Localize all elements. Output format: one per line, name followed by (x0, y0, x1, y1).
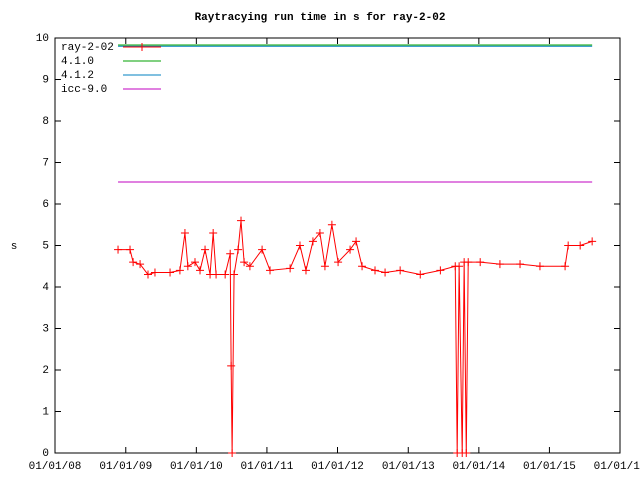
x-tick-label: 01/01/08 (29, 461, 82, 473)
point-marker (150, 268, 159, 277)
y-tick-label: 7 (42, 157, 49, 169)
legend-marker (138, 43, 146, 51)
point-marker (416, 270, 425, 279)
point-marker (295, 241, 304, 250)
chart-title: Raytracying run time in s for ray-2-02 (195, 12, 446, 24)
y-tick-label: 3 (42, 323, 49, 335)
point-marker (462, 449, 471, 457)
x-tick-label: 01/01/10 (170, 461, 223, 473)
y-tick-label: 4 (42, 282, 49, 294)
point-marker (286, 264, 295, 273)
series-line (118, 220, 593, 454)
point-marker (258, 245, 267, 254)
point-marker (455, 262, 464, 271)
point-marker (352, 237, 361, 246)
point-marker (334, 258, 343, 267)
point-marker (201, 245, 210, 254)
point-marker (129, 258, 138, 267)
point-marker (301, 266, 310, 275)
point-marker (237, 216, 246, 225)
point-marker (308, 237, 317, 246)
point-marker (588, 237, 597, 246)
y-tick-label: 0 (42, 448, 49, 460)
point-marker (226, 249, 235, 258)
x-tick-label: 01/01/14 (452, 461, 505, 473)
point-marker (516, 260, 525, 269)
point-marker (175, 266, 184, 275)
y-tick-label: 2 (42, 365, 49, 377)
point-marker (266, 266, 275, 275)
point-marker (381, 268, 390, 277)
point-marker (144, 270, 153, 279)
x-tick-label: 01/01/16 (594, 461, 640, 473)
point-marker (396, 266, 405, 275)
x-tick-label: 01/01/15 (523, 461, 576, 473)
point-marker (371, 266, 380, 275)
point-marker (228, 449, 237, 457)
point-marker (476, 258, 485, 267)
y-tick-label: 6 (42, 199, 49, 211)
point-marker (190, 258, 199, 267)
y-tick-label: 9 (42, 74, 49, 86)
point-marker (320, 262, 329, 271)
legend-label: ray-2-02 (61, 42, 114, 54)
point-marker (436, 266, 445, 275)
point-marker (209, 229, 218, 238)
x-tick-label: 01/01/09 (99, 461, 152, 473)
point-marker (183, 262, 192, 271)
point-marker (230, 270, 239, 279)
y-tick-label: 8 (42, 116, 49, 128)
x-tick-label: 01/01/11 (241, 461, 294, 473)
y-tick-label: 10 (36, 33, 49, 45)
y-tick-label: 5 (42, 240, 49, 252)
point-marker (358, 262, 367, 271)
point-marker (234, 245, 243, 254)
point-marker (346, 245, 355, 254)
point-marker (126, 245, 135, 254)
point-marker (136, 260, 145, 269)
point-marker (535, 262, 544, 271)
point-marker (212, 270, 221, 279)
legend-label: icc-9.0 (61, 84, 107, 96)
y-axis-label: s (11, 241, 18, 253)
point-marker (576, 241, 585, 250)
x-tick-label: 01/01/13 (382, 461, 435, 473)
point-marker (561, 262, 570, 271)
point-marker (464, 258, 473, 267)
point-marker (166, 268, 175, 277)
point-marker (327, 220, 336, 229)
legend-label: 4.1.2 (61, 70, 94, 82)
point-marker (564, 241, 573, 250)
point-marker (245, 262, 254, 271)
point-marker (315, 229, 324, 238)
point-marker (114, 245, 123, 254)
point-marker (196, 266, 205, 275)
point-marker (227, 361, 236, 370)
x-tick-label: 01/01/12 (311, 461, 364, 473)
point-marker (495, 260, 504, 269)
point-marker (180, 229, 189, 238)
y-tick-label: 1 (42, 406, 49, 418)
legend-label: 4.1.0 (61, 56, 94, 68)
point-marker (240, 258, 249, 267)
point-marker (221, 270, 230, 279)
